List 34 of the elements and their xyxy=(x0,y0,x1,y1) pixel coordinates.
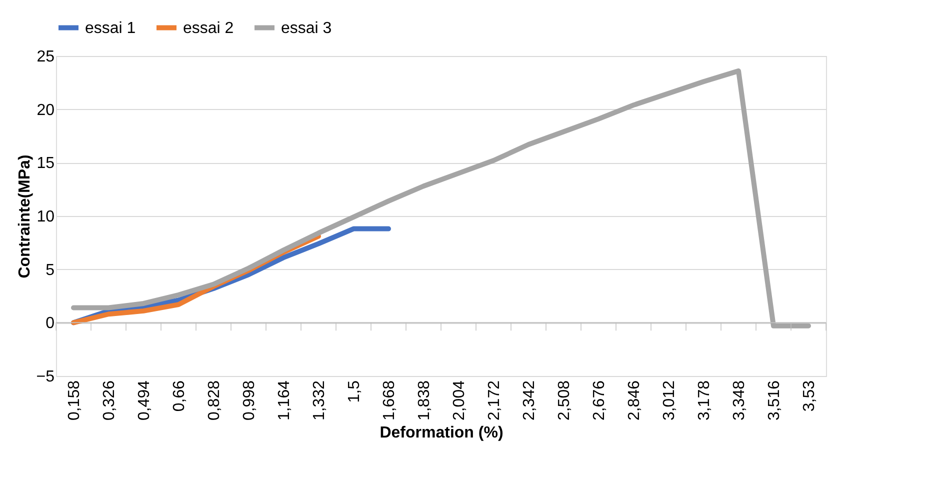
x-tick-label: 1,332 xyxy=(311,380,328,421)
x-tick-label: 3,178 xyxy=(696,380,713,421)
x-tick-label: 3,348 xyxy=(731,380,748,421)
x-tick-label: 0,494 xyxy=(136,380,153,421)
x-tick-label: 3,53 xyxy=(801,380,818,412)
y-tick-label: 5 xyxy=(46,262,55,279)
x-tick-label: 2,676 xyxy=(591,380,608,421)
x-tick-label: 0,828 xyxy=(206,380,223,421)
y-tick-label: 0 xyxy=(46,315,55,332)
legend-label: essai 2 xyxy=(183,20,234,37)
x-tick-label: 2,342 xyxy=(521,380,538,421)
x-tick-label: 0,998 xyxy=(241,380,258,421)
x-tick-label: 3,012 xyxy=(661,380,678,421)
y-tick-label: −5 xyxy=(36,368,55,386)
x-tick-label: 1,5 xyxy=(346,380,363,403)
x-tick-label: 3,516 xyxy=(766,380,783,421)
x-tick-label: 2,172 xyxy=(486,380,503,421)
x-tick-label: 1,668 xyxy=(381,380,398,421)
x-axis-title: Deformation (%) xyxy=(380,424,504,442)
y-tick-label: 25 xyxy=(36,48,55,66)
y-axis-title: Contrainte(MPa) xyxy=(16,154,34,278)
y-tick-label: 15 xyxy=(36,155,55,172)
x-tick-label: 1,838 xyxy=(416,380,433,421)
x-tick-label: 2,004 xyxy=(451,380,468,421)
y-tick-label: 10 xyxy=(36,208,55,226)
legend-label: essai 3 xyxy=(281,20,332,37)
y-tick-label: 20 xyxy=(36,102,55,119)
x-tick-label: 2,508 xyxy=(556,380,573,421)
legend-label: essai 1 xyxy=(85,20,136,37)
x-tick-label: 0,66 xyxy=(171,380,188,412)
x-tick-label: 0,326 xyxy=(101,380,118,421)
x-tick-label: 2,846 xyxy=(626,380,643,421)
x-tick-label: 1,164 xyxy=(276,380,293,421)
x-tick-label: 0,158 xyxy=(66,380,83,421)
